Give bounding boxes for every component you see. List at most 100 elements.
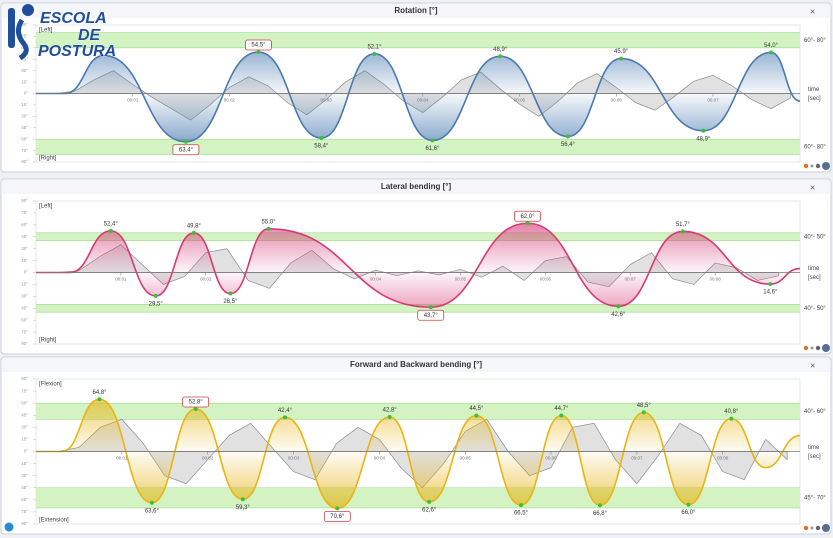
y-tick-label: 30° [21, 425, 28, 430]
help-button[interactable] [4, 522, 14, 532]
x-tick-label: 00:05 [455, 277, 467, 282]
peak-marker [387, 415, 392, 420]
y-tick-label: 60° [21, 497, 28, 502]
panel-title: Lateral bending [°] [381, 182, 452, 191]
peak-label: 42,4° [278, 408, 293, 414]
x-tick-label: 00:02 [224, 98, 236, 103]
peak-label: 55,0° [262, 219, 277, 225]
band-label: 40°- 50° [804, 306, 826, 312]
peak-label: 66,8° [593, 511, 608, 517]
top-label: [Left] [39, 204, 53, 210]
x-tick-label: 00:01 [127, 98, 139, 103]
panel-control [810, 346, 814, 350]
peak-marker [228, 291, 233, 296]
peak-label: 61,6° [425, 146, 440, 152]
y-tick-label: 0° [24, 270, 29, 275]
panel-title-bar [2, 358, 830, 372]
x-tick-label: 00:02 [202, 456, 214, 461]
band-label: 40°- 60° [804, 409, 826, 415]
panel-control [815, 345, 821, 351]
x-tick-label: 00:07 [631, 456, 643, 461]
y-tick-label: 15° [21, 102, 28, 107]
panel-control [815, 525, 821, 531]
bottom-label: [Right] [39, 338, 57, 344]
peak-label: 42,8° [383, 408, 398, 414]
x-axis-unit: [sec] [808, 96, 821, 102]
peak-marker [372, 51, 377, 56]
peak-label-box [182, 396, 210, 408]
peak-label: 44,5° [469, 406, 484, 412]
bottom-label: [Extension] [39, 518, 69, 524]
peak-label-box [172, 144, 200, 156]
curve-line [35, 222, 801, 309]
x-tick-label: 00:08 [709, 277, 721, 282]
x-tick-label: 00:04 [417, 98, 429, 103]
x-axis-unit: [sec] [808, 454, 821, 460]
y-tick-label: 0° [24, 449, 29, 454]
x-tick-label: 00:05 [460, 456, 472, 461]
peak-label: 49,8° [187, 224, 202, 230]
peak-label: 62,0° [520, 214, 535, 220]
logo-head [22, 4, 34, 16]
y-tick-label: 15° [21, 79, 28, 84]
peak-label: 51,7° [676, 222, 691, 228]
logo-figure [8, 8, 15, 48]
y-tick-label: 0° [24, 91, 29, 96]
peak-marker [183, 139, 188, 144]
peak-marker [686, 502, 691, 507]
peak-marker [240, 497, 245, 502]
peak-label: 63,4° [179, 147, 194, 153]
peak-marker [498, 54, 503, 59]
x-tick-label: 00:06 [545, 456, 557, 461]
x-tick-label: 00:03 [320, 98, 332, 103]
target-band [36, 232, 800, 241]
logo-body [16, 18, 29, 61]
peak-label: 45,9° [614, 49, 629, 55]
panel-control [822, 524, 830, 532]
peak-label: 63,6° [145, 508, 160, 514]
peak-label: 44,7° [554, 406, 569, 412]
peak-label: 48,5° [637, 403, 652, 409]
panel-title-bar [2, 180, 830, 194]
y-tick-label: 75° [21, 148, 28, 153]
peak-label: 52,1° [367, 44, 382, 50]
y-tick-label: 90° [21, 521, 28, 526]
y-tick-label: 90° [21, 22, 28, 27]
panel-control [803, 163, 809, 169]
peak-label: 42,6° [611, 312, 626, 318]
target-band [36, 32, 800, 48]
peak-marker [193, 406, 198, 411]
peak-marker [153, 293, 158, 298]
peak-marker [768, 282, 773, 287]
peak-marker [474, 413, 479, 418]
panel-control [815, 163, 821, 169]
x-tick-label: 00:07 [707, 98, 719, 103]
y-tick-label: 60° [21, 222, 28, 227]
peak-label: 29,5° [149, 302, 164, 308]
y-tick-label: 75° [21, 34, 28, 39]
peak-label: 40,8° [724, 409, 739, 415]
bottom-label: [Right] [39, 156, 57, 162]
peak-label-box [245, 39, 272, 51]
peak-marker [427, 499, 432, 504]
target-band [36, 304, 800, 313]
band-label: 45°- 70° [804, 495, 826, 501]
curve-line [35, 51, 801, 143]
x-axis-label: time [808, 266, 820, 272]
peak-marker [519, 503, 524, 508]
y-tick-label: 45° [21, 305, 28, 310]
y-tick-label: 75° [21, 329, 28, 334]
y-tick-label: 60° [21, 136, 28, 141]
peak-marker [430, 138, 435, 143]
panel-control [822, 162, 830, 170]
peak-label: 48,9° [493, 47, 508, 53]
y-tick-label: 60° [21, 400, 28, 405]
close-button: × [810, 182, 815, 192]
peak-marker [149, 500, 154, 505]
x-tick-label: 00:04 [374, 456, 386, 461]
x-axis-label: time [808, 445, 820, 451]
peak-marker [256, 50, 261, 55]
peak-label: 66,0° [681, 510, 696, 516]
panel-control [822, 344, 830, 352]
